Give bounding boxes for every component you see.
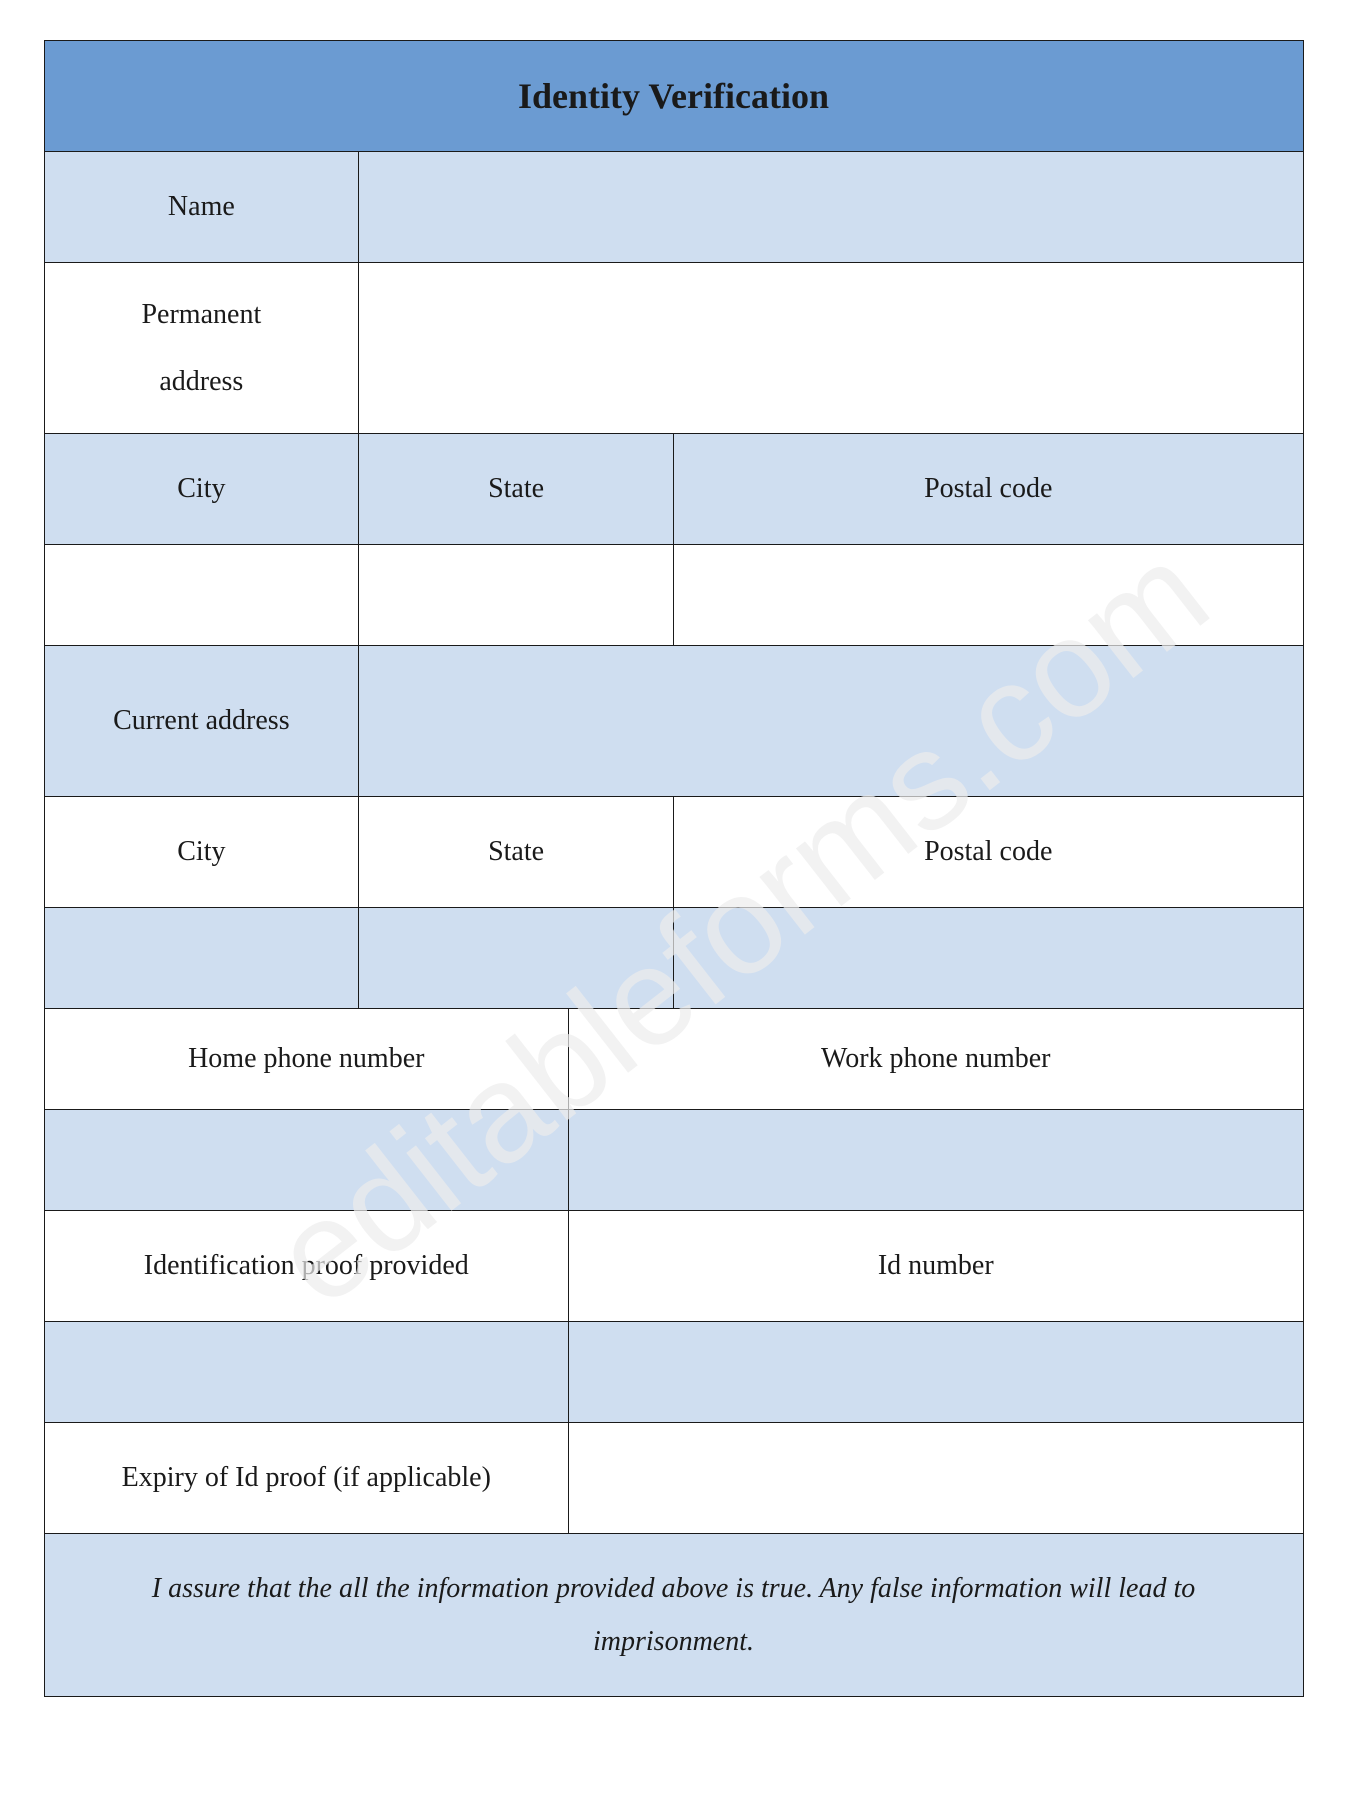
input-name[interactable] <box>359 152 1303 263</box>
footer-statement: I assure that the all the information pr… <box>44 1534 1303 1697</box>
input-perm-postal[interactable] <box>673 545 1303 646</box>
label-id-number: Id number <box>569 1211 1303 1322</box>
input-work-phone[interactable] <box>569 1110 1303 1211</box>
input-current-address[interactable] <box>359 646 1303 797</box>
label-home-phone: Home phone number <box>44 1009 569 1110</box>
input-curr-postal[interactable] <box>673 908 1303 1009</box>
input-home-phone[interactable] <box>44 1110 569 1211</box>
label-work-phone: Work phone number <box>569 1009 1303 1110</box>
label-perm-state: State <box>359 434 674 545</box>
label-name: Name <box>44 152 359 263</box>
input-curr-state[interactable] <box>359 908 674 1009</box>
label-perm-postal: Postal code <box>673 434 1303 545</box>
label-id-proof: Identification proof provided <box>44 1211 569 1322</box>
input-perm-city[interactable] <box>44 545 359 646</box>
input-id-proof[interactable] <box>44 1322 569 1423</box>
label-current-address: Current address <box>44 646 359 797</box>
label-curr-postal: Postal code <box>673 797 1303 908</box>
identity-verification-form: Identity Verification Name Permanent add… <box>44 40 1304 1697</box>
input-id-number[interactable] <box>569 1322 1303 1423</box>
input-perm-state[interactable] <box>359 545 674 646</box>
label-curr-state: State <box>359 797 674 908</box>
form-title: Identity Verification <box>44 41 1303 152</box>
input-permanent-address[interactable] <box>359 263 1303 434</box>
label-permanent-address-l2: address <box>45 348 359 415</box>
input-curr-city[interactable] <box>44 908 359 1009</box>
input-expiry[interactable] <box>569 1423 1303 1534</box>
label-expiry: Expiry of Id proof (if applicable) <box>44 1423 569 1534</box>
label-permanent-address: Permanent address <box>44 263 359 434</box>
label-perm-city: City <box>44 434 359 545</box>
label-curr-city: City <box>44 797 359 908</box>
label-permanent-address-l1: Permanent <box>45 281 359 348</box>
